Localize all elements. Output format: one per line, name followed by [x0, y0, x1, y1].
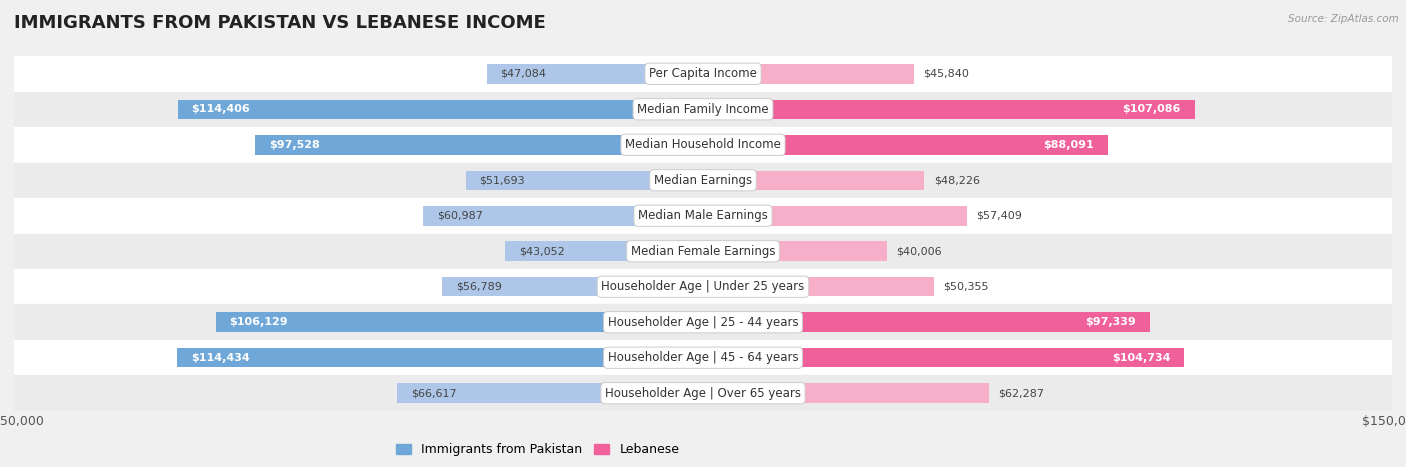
- Text: $57,409: $57,409: [976, 211, 1022, 221]
- Text: Householder Age | 45 - 64 years: Householder Age | 45 - 64 years: [607, 351, 799, 364]
- Bar: [14, 198, 1392, 234]
- Bar: [14, 234, 1392, 269]
- Bar: [14, 304, 1392, 340]
- Text: Median Earnings: Median Earnings: [654, 174, 752, 187]
- Text: $107,086: $107,086: [1122, 104, 1181, 114]
- Text: $114,434: $114,434: [191, 353, 250, 363]
- Bar: [703, 383, 988, 403]
- Bar: [254, 135, 703, 155]
- Bar: [486, 64, 703, 84]
- Bar: [396, 383, 703, 403]
- Text: $40,006: $40,006: [896, 246, 942, 256]
- Text: $48,226: $48,226: [934, 175, 980, 185]
- Text: $66,617: $66,617: [411, 388, 457, 398]
- Text: Median Male Earnings: Median Male Earnings: [638, 209, 768, 222]
- Text: $104,734: $104,734: [1112, 353, 1170, 363]
- Bar: [703, 135, 1108, 155]
- Bar: [14, 269, 1392, 304]
- Text: $97,528: $97,528: [269, 140, 319, 150]
- Text: $106,129: $106,129: [229, 317, 288, 327]
- Text: Per Capita Income: Per Capita Income: [650, 67, 756, 80]
- Bar: [703, 99, 1195, 119]
- Bar: [465, 170, 703, 190]
- Text: $62,287: $62,287: [998, 388, 1045, 398]
- Legend: Immigrants from Pakistan, Lebanese: Immigrants from Pakistan, Lebanese: [391, 439, 685, 461]
- Bar: [14, 163, 1392, 198]
- Text: $88,091: $88,091: [1043, 140, 1094, 150]
- Bar: [505, 241, 703, 261]
- Bar: [423, 206, 703, 226]
- Text: $51,693: $51,693: [479, 175, 524, 185]
- Text: $97,339: $97,339: [1085, 317, 1136, 327]
- Bar: [14, 127, 1392, 163]
- Text: Source: ZipAtlas.com: Source: ZipAtlas.com: [1288, 14, 1399, 24]
- Text: Householder Age | Over 65 years: Householder Age | Over 65 years: [605, 387, 801, 400]
- Text: $56,789: $56,789: [456, 282, 502, 292]
- Text: $45,840: $45,840: [922, 69, 969, 79]
- Bar: [441, 277, 703, 297]
- Text: $50,355: $50,355: [943, 282, 988, 292]
- Bar: [703, 241, 887, 261]
- Bar: [703, 348, 1184, 368]
- Bar: [177, 348, 703, 368]
- Text: $47,084: $47,084: [501, 69, 547, 79]
- Bar: [703, 206, 967, 226]
- Bar: [177, 99, 703, 119]
- Bar: [14, 375, 1392, 411]
- Bar: [14, 56, 1392, 92]
- Text: Median Family Income: Median Family Income: [637, 103, 769, 116]
- Bar: [703, 64, 914, 84]
- Text: Householder Age | Under 25 years: Householder Age | Under 25 years: [602, 280, 804, 293]
- Bar: [703, 277, 934, 297]
- Text: Householder Age | 25 - 44 years: Householder Age | 25 - 44 years: [607, 316, 799, 329]
- Text: Median Female Earnings: Median Female Earnings: [631, 245, 775, 258]
- Bar: [14, 340, 1392, 375]
- Bar: [703, 312, 1150, 332]
- Bar: [14, 92, 1392, 127]
- Text: IMMIGRANTS FROM PAKISTAN VS LEBANESE INCOME: IMMIGRANTS FROM PAKISTAN VS LEBANESE INC…: [14, 14, 546, 32]
- Bar: [703, 170, 925, 190]
- Bar: [215, 312, 703, 332]
- Text: $60,987: $60,987: [437, 211, 482, 221]
- Text: $43,052: $43,052: [519, 246, 565, 256]
- Text: Median Household Income: Median Household Income: [626, 138, 780, 151]
- Text: $114,406: $114,406: [191, 104, 250, 114]
